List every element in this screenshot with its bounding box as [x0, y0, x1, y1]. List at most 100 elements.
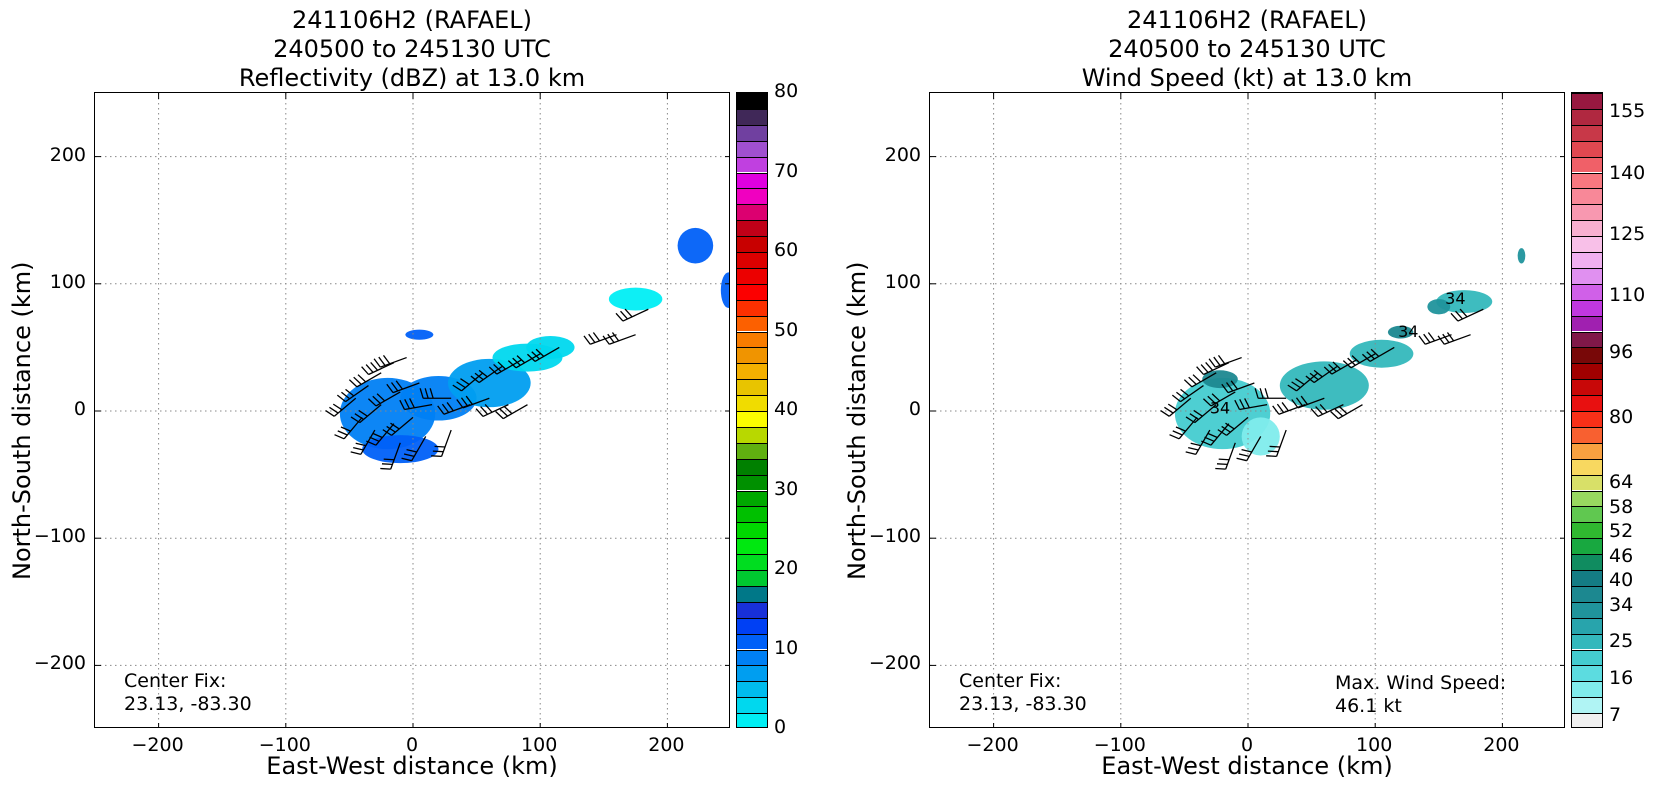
- wind-barb: [399, 398, 433, 411]
- wind-barb: [419, 388, 452, 399]
- y-tick-label: 100: [49, 270, 86, 293]
- colorbar-segment: [1572, 124, 1602, 141]
- colorbar-segment: [1572, 633, 1602, 650]
- field-cell: [447, 358, 531, 408]
- wind-barb: [1183, 372, 1217, 388]
- wind-barb: [1185, 404, 1217, 424]
- colorbar-tick-label: 64: [1609, 471, 1634, 494]
- field-cell: [526, 335, 575, 359]
- colorbar-segment: [737, 649, 767, 666]
- colorbar-segment: [737, 490, 767, 507]
- colorbar-segment: [1572, 283, 1602, 300]
- plot-area: [94, 92, 730, 728]
- field-cell: [1387, 325, 1414, 339]
- colorbar-tick-label: 80: [774, 80, 799, 102]
- colorbar-segment: [737, 252, 767, 268]
- wind-barb: [1254, 388, 1287, 399]
- max-wind-annotation: Max. Wind Speed: 46.1 kt: [1335, 672, 1506, 718]
- wind-barb: [1215, 442, 1236, 470]
- wind-barb: [325, 397, 357, 417]
- colorbar-segment: [737, 172, 767, 189]
- colorbar-segment: [737, 156, 767, 173]
- colorbar-segment: [737, 140, 767, 157]
- field-cell: [677, 227, 714, 264]
- colorbar-segment: [1572, 697, 1602, 714]
- field-cell: [1279, 361, 1369, 410]
- colorbar-segment: [1572, 93, 1602, 109]
- title-line: 240500 to 245130 UTC: [1108, 35, 1386, 63]
- colorbar-tick-label: 96: [1609, 340, 1634, 363]
- field-cell: [1349, 339, 1414, 368]
- wind-barb: [401, 436, 427, 462]
- colorbar-segment: [1572, 411, 1602, 427]
- plot-area: 34 34 34: [929, 92, 1565, 728]
- colorbar-segment: [1572, 347, 1602, 364]
- colorbar-segment: [737, 93, 767, 109]
- colorbar: [1571, 92, 1603, 728]
- y-tick-label: −100: [33, 525, 86, 548]
- max-wind-value: 46.1 kt: [1335, 695, 1402, 717]
- field-cell: [720, 272, 729, 308]
- colorbar-segment: [1572, 299, 1602, 316]
- x-tick-label: −200: [966, 734, 1019, 756]
- wind-barb: [1202, 391, 1236, 407]
- colorbar-segment: [1572, 395, 1602, 411]
- wind-barb: [366, 423, 395, 446]
- wind-barb: [495, 404, 528, 420]
- wind-barb: [1361, 346, 1395, 362]
- chart-title: 241106H2 (RAFAEL) 240500 to 245130 UTC R…: [94, 6, 730, 93]
- wind-barb: [361, 362, 395, 376]
- colorbar-segment: [1572, 506, 1602, 523]
- wind-barb: [1196, 362, 1230, 376]
- center-fix-value: 23.13, -83.30: [959, 693, 1087, 715]
- wind-barb: [456, 395, 490, 409]
- wind-barb: [1160, 397, 1192, 417]
- wind-barb: [1342, 353, 1376, 369]
- colorbar-segment: [737, 299, 767, 316]
- wind-barb: [526, 346, 560, 362]
- center-fix-annotation: Center Fix: 23.13, -83.30: [959, 670, 1087, 716]
- wind-barb: [367, 391, 401, 407]
- wind-barb: [1234, 398, 1268, 411]
- colorbar-segment: [737, 697, 767, 714]
- colorbar-segment: [1572, 570, 1602, 586]
- y-tick-label: 0: [73, 398, 86, 420]
- colorbar-segment: [1572, 713, 1602, 727]
- colorbar-tick-label: 80: [1609, 406, 1634, 429]
- colorbar-tick-label: 0: [774, 716, 787, 738]
- x-tick-label: −100: [258, 734, 311, 756]
- wind-barb: [1330, 404, 1363, 420]
- reflectivity-panel: 241106H2 (RAFAEL) 240500 to 245130 UTC R…: [0, 0, 820, 787]
- colorbar-tick-label: 40: [774, 398, 799, 420]
- field-cell: [405, 329, 434, 340]
- colorbar-segment: [737, 474, 767, 491]
- colorbar-tick-label: 10: [774, 636, 799, 659]
- x-tick-label: 100: [1356, 734, 1393, 756]
- field-cell: [608, 287, 663, 311]
- colorbar-segment: [1572, 172, 1602, 189]
- colorbar-segment: [737, 188, 767, 205]
- colorbar-segment: [1572, 315, 1602, 332]
- title-line: Wind Speed (kt) at 13.0 km: [1081, 64, 1413, 92]
- colorbar-segment: [1572, 140, 1602, 157]
- colorbar-segment: [737, 236, 767, 252]
- wind-barb: [386, 380, 420, 394]
- colorbar-segment: [1572, 442, 1602, 459]
- colorbar-segment: [737, 220, 767, 237]
- colorbar-segment: [737, 538, 767, 555]
- x-tick-label: 100: [521, 734, 558, 756]
- colorbar-segment: [737, 426, 767, 443]
- chart-title: 241106H2 (RAFAEL) 240500 to 245130 UTC W…: [929, 6, 1565, 93]
- colorbar-segment: [1572, 490, 1602, 507]
- colorbar-tick-label: 34: [1609, 593, 1634, 616]
- colorbar-tick-label: 25: [1609, 630, 1634, 653]
- colorbar-segment: [737, 665, 767, 682]
- x-tick-label: 0: [405, 734, 419, 756]
- colorbar-segment: [1572, 585, 1602, 602]
- plot-svg: 34 34 34: [930, 93, 1564, 727]
- colorbar-tick-label: 16: [1609, 667, 1634, 690]
- colorbar-segment: [737, 283, 767, 300]
- colorbar-segment: [737, 506, 767, 523]
- colorbar-segment: [1572, 554, 1602, 570]
- wind-barb: [1437, 332, 1471, 345]
